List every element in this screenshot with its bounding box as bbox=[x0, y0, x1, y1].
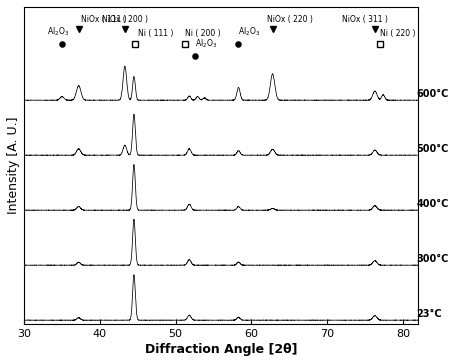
Text: Al$_2$O$_3$: Al$_2$O$_3$ bbox=[47, 25, 69, 38]
Text: Al$_2$O$_3$: Al$_2$O$_3$ bbox=[194, 37, 216, 50]
Text: 500°C: 500°C bbox=[415, 144, 448, 154]
Text: 400°C: 400°C bbox=[415, 199, 448, 209]
Text: NiOx ( 220 ): NiOx ( 220 ) bbox=[266, 15, 312, 24]
Text: Ni ( 220 ): Ni ( 220 ) bbox=[379, 29, 415, 38]
Text: Al$_2$O$_3$: Al$_2$O$_3$ bbox=[238, 25, 260, 38]
Text: 300°C: 300°C bbox=[415, 254, 448, 264]
Text: Ni ( 200 ): Ni ( 200 ) bbox=[184, 29, 220, 38]
X-axis label: Diffraction Angle [2θ]: Diffraction Angle [2θ] bbox=[145, 343, 297, 356]
Text: NiOx ( 311 ): NiOx ( 311 ) bbox=[341, 15, 387, 24]
Text: 600°C: 600°C bbox=[415, 89, 448, 99]
Text: NiOx ( 200 ): NiOx ( 200 ) bbox=[101, 15, 147, 24]
Text: Ni ( 111 ): Ni ( 111 ) bbox=[137, 29, 173, 38]
Y-axis label: Intensity [A. U.]: Intensity [A. U.] bbox=[7, 117, 20, 214]
Text: 23°C: 23°C bbox=[415, 309, 441, 319]
Text: NiOx ( 111 ): NiOx ( 111 ) bbox=[81, 15, 126, 24]
